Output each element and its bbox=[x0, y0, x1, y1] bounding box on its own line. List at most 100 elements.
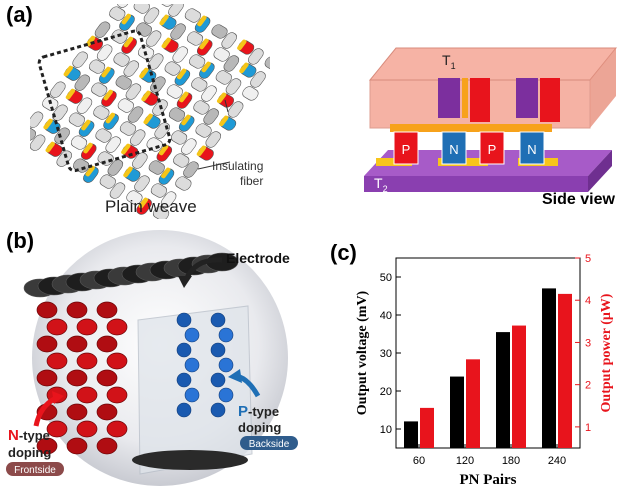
weave-yarn bbox=[248, 48, 264, 65]
n-type-yarn-segment bbox=[46, 420, 68, 438]
weave-yarn bbox=[117, 4, 133, 8]
weave-yarn-stripe bbox=[161, 167, 171, 179]
weave-yarn bbox=[70, 135, 88, 150]
weave-yarn bbox=[93, 105, 110, 120]
weave-yarn bbox=[203, 108, 219, 125]
weave-yarn-stripe bbox=[196, 145, 207, 157]
weave-yarn bbox=[223, 55, 240, 72]
weave-yarn bbox=[189, 54, 206, 69]
weave-yarn bbox=[99, 174, 116, 189]
weave-yarn bbox=[54, 127, 70, 144]
panel-b-label: (b) bbox=[6, 228, 35, 253]
weave-yarn bbox=[68, 112, 85, 127]
weave-yarn bbox=[156, 145, 173, 162]
n-type-yarn-segment bbox=[106, 386, 128, 404]
weave-yarn-stripe bbox=[83, 142, 93, 154]
p-type-yarn-segment bbox=[210, 342, 226, 358]
weave-yarn bbox=[166, 84, 183, 99]
weave-yarn bbox=[215, 70, 232, 85]
y-axis-left-label: Output voltage (mV) bbox=[355, 290, 370, 415]
weave-yarn-stripe bbox=[103, 89, 113, 101]
weave-yarn bbox=[201, 85, 217, 102]
y-left-tick-label: 40 bbox=[380, 310, 392, 322]
n-type-yarn-segment bbox=[96, 369, 118, 387]
weave-yarn-stripe bbox=[123, 36, 134, 48]
weave-yarn bbox=[107, 159, 124, 176]
bar-output-voltage bbox=[542, 288, 556, 448]
p-type-yarn-segment bbox=[176, 312, 192, 328]
weave-yarn-stripe bbox=[63, 65, 74, 77]
weave-yarn bbox=[133, 4, 150, 14]
weave-yarn-stripe bbox=[176, 68, 187, 80]
weave-yarn bbox=[72, 51, 88, 68]
weave-yarn bbox=[227, 101, 244, 118]
weave-yarn bbox=[50, 81, 66, 98]
weave-fabric bbox=[30, 4, 270, 219]
n-type-yarn-segment bbox=[106, 318, 128, 336]
n-type-yarn-segment bbox=[46, 352, 68, 370]
weave-yarn bbox=[175, 176, 192, 191]
y-left-tick-label: 20 bbox=[380, 386, 392, 398]
p-type-label-line2: doping bbox=[238, 420, 281, 435]
n-type-label-line2: doping bbox=[8, 445, 51, 460]
weave-yarn-stripe bbox=[43, 118, 53, 130]
n-type-yarn-segment bbox=[36, 301, 58, 319]
weave-yarn bbox=[30, 134, 46, 151]
n-type-yarn-segment bbox=[36, 335, 58, 353]
weave-yarn-stripe bbox=[139, 67, 149, 79]
weave-yarn bbox=[164, 61, 181, 76]
weave-yarn bbox=[195, 123, 212, 138]
p-type-yarn-segment bbox=[176, 402, 192, 418]
top-cap-1 bbox=[390, 124, 494, 132]
weave-yarn bbox=[99, 67, 115, 84]
weave-yarn bbox=[211, 24, 228, 39]
weave-yarn-stripe bbox=[121, 143, 131, 155]
electrode-yarn bbox=[23, 252, 239, 298]
weave-yarn bbox=[129, 129, 146, 146]
leg-label-2: N bbox=[449, 142, 458, 157]
weave-yarn-stripe bbox=[216, 92, 227, 104]
weave-yarn bbox=[205, 131, 222, 148]
bar-output-power bbox=[466, 359, 480, 448]
n-type-yarns bbox=[36, 301, 128, 455]
electrode-label: Electrode bbox=[226, 250, 290, 266]
backside-badge bbox=[240, 436, 298, 450]
upper-leg-4 bbox=[540, 78, 560, 122]
top-cap-2 bbox=[476, 124, 552, 132]
weave-yarn bbox=[213, 47, 230, 62]
backside-badge-text: Backside bbox=[249, 439, 290, 450]
weave-yarn bbox=[94, 21, 111, 38]
weave-yarn bbox=[76, 97, 93, 114]
n-type-yarn-segment bbox=[106, 352, 128, 370]
insulating-fiber-pointer-2 bbox=[224, 99, 229, 113]
weave-yarn-stripe bbox=[65, 88, 76, 100]
weave-yarn bbox=[181, 138, 197, 155]
weave-yarn-stripe bbox=[199, 38, 209, 50]
weave-yarn bbox=[225, 78, 242, 95]
weave-yarn bbox=[191, 77, 208, 92]
weave-yarn bbox=[105, 136, 121, 153]
p-type-yarn-segment bbox=[210, 312, 226, 328]
n-type-yarn-segment bbox=[46, 318, 68, 336]
p-type-yarn-segment bbox=[184, 387, 200, 403]
weave-yarn bbox=[171, 130, 188, 145]
insulating-label-line1: Insulating bbox=[212, 159, 263, 173]
x-tick-label: 120 bbox=[456, 455, 474, 467]
weave-yarn-stripe bbox=[181, 114, 191, 126]
n-type-yarn-segment bbox=[106, 420, 128, 438]
weave-yarn bbox=[221, 32, 237, 49]
weave-yarn-stripe bbox=[161, 37, 171, 49]
weave-yarn-stripe bbox=[138, 197, 149, 209]
weave-yarn bbox=[117, 98, 134, 113]
y-right-tick-label: 4 bbox=[585, 295, 591, 307]
n-type-yarn-segment bbox=[66, 301, 88, 319]
weave-yarn-stripe bbox=[179, 91, 189, 103]
plain-weave-illustration: Insulating fiber Plain weave bbox=[30, 4, 270, 219]
weave-yarn-stripe bbox=[158, 144, 169, 156]
weave-yarn bbox=[74, 74, 91, 91]
n-type-yarn-segment bbox=[76, 318, 98, 336]
n-type-yarn-segment bbox=[96, 301, 118, 319]
side-view-caption: Side view bbox=[542, 191, 615, 208]
leg-label-4: N bbox=[527, 142, 536, 157]
n-type-yarn-segment bbox=[36, 437, 58, 455]
